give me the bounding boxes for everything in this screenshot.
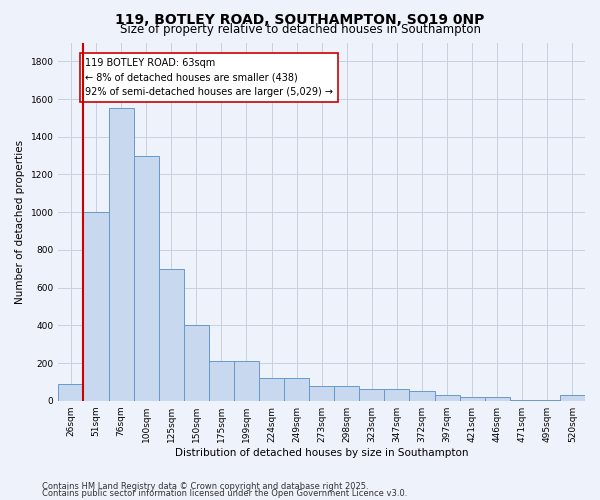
Bar xyxy=(109,108,134,401)
Bar xyxy=(334,386,359,400)
Bar xyxy=(134,156,159,400)
Text: Contains HM Land Registry data © Crown copyright and database right 2025.: Contains HM Land Registry data © Crown c… xyxy=(42,482,368,491)
Bar xyxy=(58,384,83,400)
Bar xyxy=(434,395,460,400)
Bar xyxy=(460,397,485,400)
Bar xyxy=(485,397,510,400)
Bar xyxy=(409,392,434,400)
Bar xyxy=(359,390,385,400)
Text: Contains public sector information licensed under the Open Government Licence v3: Contains public sector information licen… xyxy=(42,490,407,498)
Bar xyxy=(184,326,209,400)
Text: Size of property relative to detached houses in Southampton: Size of property relative to detached ho… xyxy=(119,22,481,36)
Bar xyxy=(560,395,585,400)
Bar xyxy=(259,378,284,400)
Y-axis label: Number of detached properties: Number of detached properties xyxy=(15,140,25,304)
Bar xyxy=(284,378,309,400)
Bar xyxy=(83,212,109,400)
Text: 119 BOTLEY ROAD: 63sqm
← 8% of detached houses are smaller (438)
92% of semi-det: 119 BOTLEY ROAD: 63sqm ← 8% of detached … xyxy=(85,58,333,97)
Bar xyxy=(159,268,184,400)
Bar xyxy=(385,390,409,400)
Bar xyxy=(209,361,234,401)
Bar xyxy=(234,361,259,401)
Text: 119, BOTLEY ROAD, SOUTHAMPTON, SO19 0NP: 119, BOTLEY ROAD, SOUTHAMPTON, SO19 0NP xyxy=(115,12,485,26)
Bar xyxy=(309,386,334,400)
X-axis label: Distribution of detached houses by size in Southampton: Distribution of detached houses by size … xyxy=(175,448,469,458)
